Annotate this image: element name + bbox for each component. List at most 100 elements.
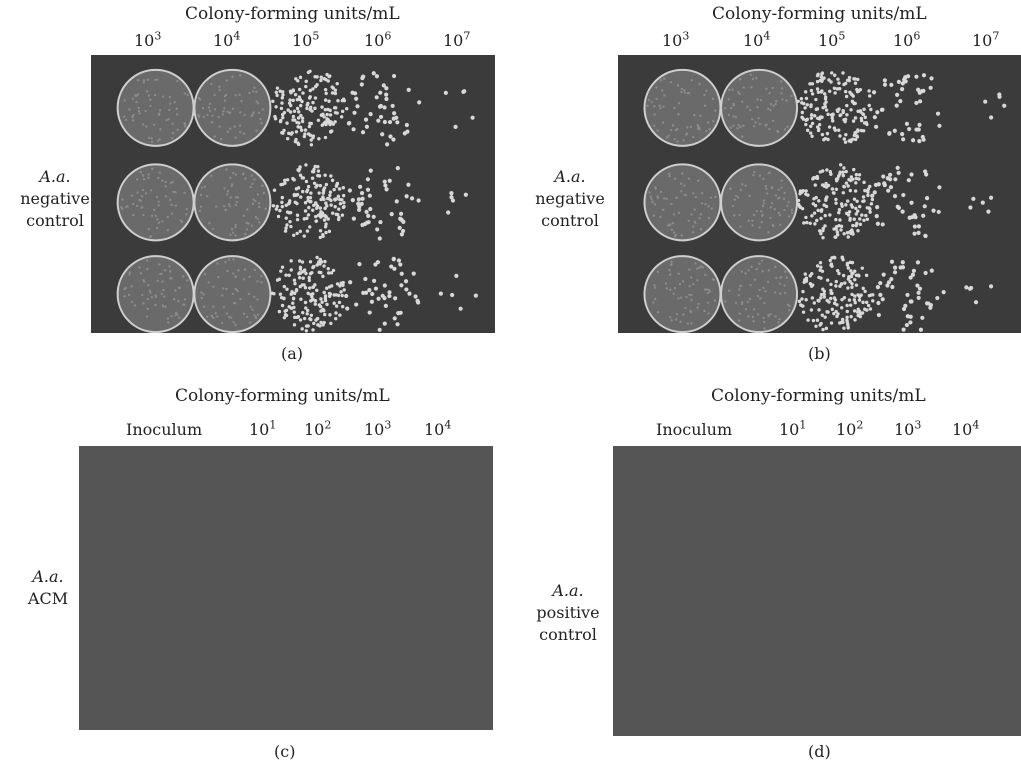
- colony: [303, 201, 308, 205]
- colony: [301, 276, 305, 280]
- colony: [376, 296, 381, 301]
- panel-a-col-1: 103: [134, 29, 162, 50]
- colony: [335, 282, 340, 286]
- colony: [819, 265, 823, 269]
- colony: [132, 213, 135, 217]
- colony: [170, 315, 173, 318]
- colony: [253, 86, 256, 89]
- colony: [223, 99, 227, 102]
- colony: [357, 204, 362, 209]
- colony: [870, 193, 875, 198]
- colony: [822, 292, 826, 297]
- colony: [375, 227, 380, 232]
- colony: [823, 95, 828, 99]
- colony: [252, 198, 255, 201]
- colony: [250, 224, 253, 227]
- colony: [746, 105, 749, 108]
- colony: [673, 235, 677, 238]
- colony: [682, 139, 685, 142]
- colony: [752, 320, 755, 323]
- colony: [136, 93, 140, 96]
- colony: [137, 109, 141, 113]
- colony: [710, 207, 714, 210]
- colony: [137, 106, 140, 110]
- panel-a-col-5: 107: [443, 29, 471, 50]
- colony: [287, 273, 291, 277]
- colony: [847, 75, 852, 80]
- colony: [332, 301, 336, 305]
- colony: [758, 122, 762, 126]
- colony: [704, 202, 707, 206]
- colony: [879, 107, 885, 112]
- colony: [821, 106, 825, 110]
- colony: [159, 128, 162, 131]
- colony: [356, 197, 361, 202]
- colony: [345, 306, 350, 311]
- colony: [145, 259, 149, 262]
- colony: [380, 132, 385, 137]
- colony: [279, 106, 284, 111]
- colony: [910, 272, 916, 277]
- colony: [310, 169, 315, 174]
- colony: [358, 184, 363, 189]
- colony: [173, 101, 177, 104]
- colony: [306, 70, 311, 75]
- colony: [207, 281, 210, 284]
- confluent-spot: [116, 68, 195, 147]
- colony: [732, 102, 735, 105]
- colony: [767, 107, 770, 111]
- colony: [278, 292, 283, 296]
- colony: [301, 310, 305, 315]
- colony: [289, 268, 293, 272]
- colony: [753, 278, 757, 281]
- colony: [756, 294, 760, 298]
- colony: [824, 108, 829, 112]
- colony: [185, 213, 188, 216]
- colony: [860, 213, 864, 217]
- colony: [454, 273, 459, 279]
- colony: [234, 275, 237, 278]
- colony: [748, 108, 752, 112]
- colony: [331, 211, 335, 215]
- colony: [310, 298, 315, 302]
- colony: [781, 98, 784, 101]
- colony: [296, 168, 300, 172]
- colony: [823, 102, 827, 106]
- colony: [297, 87, 302, 92]
- colony: [228, 127, 232, 130]
- colony: [831, 119, 835, 123]
- colony: [333, 120, 337, 124]
- colony: [216, 262, 219, 265]
- colony: [391, 73, 397, 79]
- colony: [822, 76, 826, 80]
- colony: [865, 206, 869, 210]
- colony: [302, 234, 306, 238]
- colony: [377, 327, 382, 332]
- colony: [833, 73, 837, 77]
- colony: [156, 279, 159, 282]
- colony: [846, 213, 851, 217]
- colony: [280, 195, 285, 200]
- colony: [845, 315, 849, 320]
- colony: [281, 93, 285, 97]
- colony: [298, 75, 303, 80]
- panel-a-col-3: 105: [292, 29, 320, 50]
- colony: [260, 121, 263, 125]
- colony: [206, 113, 209, 117]
- colony: [822, 289, 827, 294]
- panel-d-caption: (d): [808, 742, 831, 761]
- colony: [828, 89, 832, 93]
- colony: [813, 183, 817, 187]
- colony: [314, 318, 318, 322]
- colony: [832, 311, 836, 316]
- colony: [323, 88, 328, 92]
- colony: [804, 122, 808, 127]
- colony: [834, 284, 838, 288]
- colony: [315, 288, 319, 293]
- colony: [274, 207, 279, 211]
- colony: [280, 200, 284, 205]
- colony: [256, 193, 260, 196]
- colony: [916, 290, 921, 295]
- colony: [823, 136, 828, 141]
- colony: [834, 227, 838, 231]
